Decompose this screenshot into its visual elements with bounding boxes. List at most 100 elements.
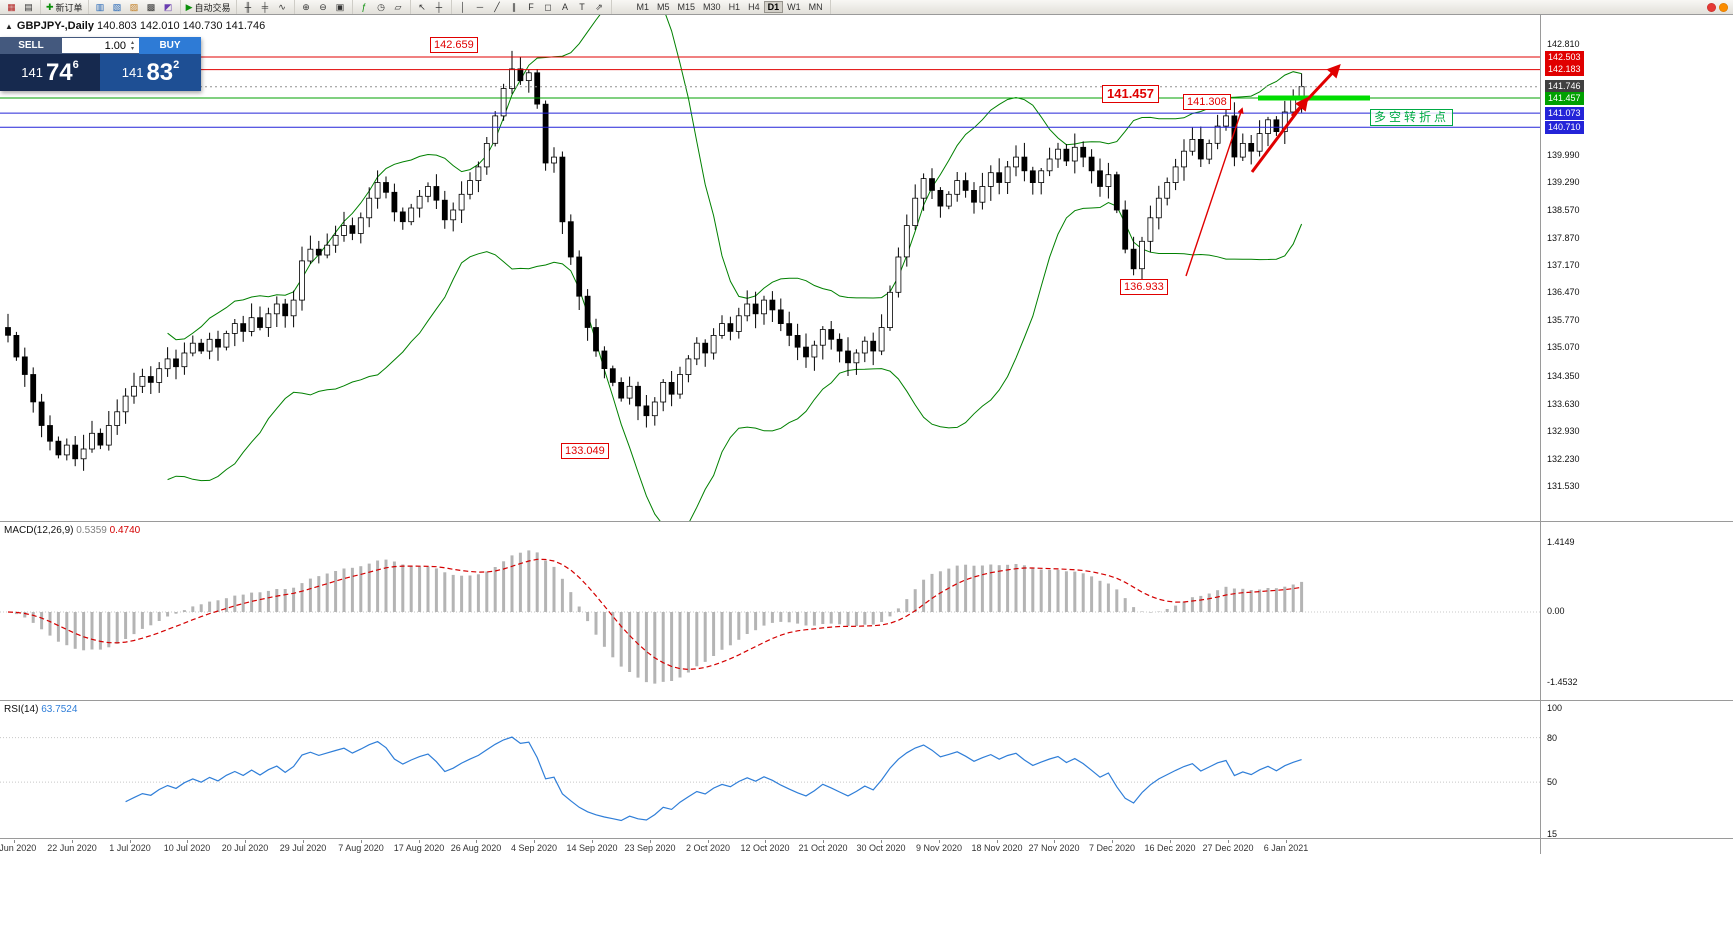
- annotation-price-136.933[interactable]: 136.933: [1120, 279, 1168, 295]
- tile-windows-icon[interactable]: ▣: [332, 1, 349, 13]
- shapes-icon[interactable]: ◻: [540, 1, 557, 13]
- timeframe-m15-button[interactable]: M15: [677, 2, 696, 12]
- trendline-icon[interactable]: ╱: [489, 1, 506, 13]
- date-axis-label: 23 Sep 2020: [624, 843, 676, 853]
- price-axis[interactable]: 142.810 139.990 139.290 138.570 137.870 137.1…: [1544, 14, 1634, 521]
- date-axis-label: 16 Dec 2020: [1144, 843, 1196, 853]
- annotation-price-141.457[interactable]: 141.457: [1102, 85, 1159, 103]
- date-axis-label: 18 Nov 2020: [971, 843, 1023, 853]
- stepper-down-icon[interactable]: ▾: [130, 45, 134, 52]
- candlestick-chart-icon[interactable]: ╪: [257, 1, 274, 13]
- zoom-out-icon[interactable]: ⊖: [315, 1, 332, 13]
- macd-axis-label: -1.4532: [1547, 676, 1578, 687]
- templates-icon-glyph: ▱: [394, 2, 402, 12]
- profiles-icon[interactable]: ▤: [20, 1, 37, 13]
- rsi-panel-surface[interactable]: [0, 702, 1733, 838]
- macd-panel-surface[interactable]: [0, 523, 1733, 700]
- time-axis[interactable]: 2 Jun 2020 22 Jun 2020 1 Jul 2020 10 Jul 20…: [0, 840, 1733, 854]
- time-axis-tick: [130, 840, 131, 843]
- profiles-icon-glyph: ▤: [24, 2, 33, 12]
- macd-axis-label: 0.00: [1547, 606, 1565, 616]
- time-axis-tick: [1170, 840, 1171, 843]
- cursor-icon[interactable]: ↖: [414, 1, 431, 13]
- date-axis-label: 17 Aug 2020: [393, 843, 445, 853]
- sell-button[interactable]: SELL: [0, 37, 62, 54]
- line-chart-icon[interactable]: ∿: [274, 1, 291, 13]
- bar-chart-icon-glyph: ╫: [244, 2, 252, 12]
- text-icon[interactable]: A: [557, 1, 574, 13]
- tile-windows-icon-glyph: ▣: [335, 2, 345, 12]
- date-axis-label: 27 Nov 2020: [1028, 843, 1080, 853]
- crosshair-icon[interactable]: ┼: [431, 1, 448, 13]
- macd-signal-line: [7, 558, 1302, 671]
- market-watch-icon[interactable]: ▥: [92, 1, 109, 13]
- price-tag-label: 141.073: [1545, 106, 1584, 120]
- rsi-name: RSI(14): [4, 704, 39, 715]
- navigator-icon-glyph: ▨: [129, 2, 139, 12]
- autotrading-button-label: 自动交易: [194, 2, 231, 13]
- label-icon[interactable]: T: [574, 1, 591, 13]
- time-axis-tick: [1112, 840, 1113, 843]
- bid-pipette: 6: [72, 59, 79, 71]
- timeframe-m5-button[interactable]: M5: [657, 2, 670, 12]
- horizontal-line-icon[interactable]: ─: [472, 1, 489, 13]
- timeframe-m30-button[interactable]: M30: [703, 2, 721, 12]
- ohlc-values: 140.803 142.010 140.730 141.746: [97, 20, 266, 32]
- buy-button[interactable]: BUY: [139, 37, 201, 54]
- ask-price[interactable]: 141 83 2: [100, 54, 201, 91]
- timeframe-w1-button[interactable]: W1: [787, 2, 801, 12]
- time-axis-tick: [939, 840, 940, 843]
- bollinger-upper-band: [167, 14, 1302, 341]
- strategy-tester-icon[interactable]: ◩: [160, 1, 177, 13]
- annotation-price-142.659[interactable]: 142.659: [430, 37, 478, 53]
- timeframe-d1-button[interactable]: D1: [763, 1, 784, 13]
- zoom-in-icon[interactable]: ⊕: [298, 1, 315, 13]
- navigator-icon[interactable]: ▨: [126, 1, 143, 13]
- annotation-price-133.049[interactable]: 133.049: [561, 443, 609, 459]
- new-chart-icon[interactable]: ▦: [3, 1, 20, 13]
- bar-chart-icon[interactable]: ╫: [240, 1, 257, 13]
- indicators-icon[interactable]: ƒ: [356, 1, 373, 13]
- date-axis-label: 10 Jul 2020: [163, 843, 211, 853]
- lot-size-input[interactable]: 1.00 ▴ ▾: [62, 37, 139, 54]
- terminal-icon[interactable]: ▩: [143, 1, 160, 13]
- vertical-line-icon[interactable]: │: [455, 1, 472, 13]
- bid-price[interactable]: 141 74 6: [0, 54, 100, 91]
- timeframe-mn-button[interactable]: MN: [808, 2, 823, 12]
- fibonacci-icon[interactable]: F: [523, 1, 540, 13]
- notifications-icon[interactable]: [1719, 2, 1728, 12]
- periods-icon[interactable]: ◷: [373, 1, 390, 13]
- price-axis-label: 133.630: [1547, 398, 1580, 409]
- stepper-up-icon[interactable]: ▴: [130, 39, 134, 46]
- ask-pips: 83: [146, 58, 174, 86]
- autotrading-button[interactable]: ▶ 自动交易: [184, 1, 233, 13]
- annotation-price-141.308[interactable]: 141.308: [1183, 94, 1231, 110]
- price-chart-surface[interactable]: [0, 14, 1733, 521]
- time-axis-tick: [187, 840, 188, 843]
- macd-axis[interactable]: 1.4149 0.00 -1.4532: [1544, 523, 1634, 700]
- lot-stepper[interactable]: ▴ ▾: [127, 38, 138, 53]
- annotation-turning-point[interactable]: 多空转折点: [1370, 109, 1454, 126]
- panel-resize-separator[interactable]: [0, 838, 1733, 839]
- rsi-axis[interactable]: 100 80 50 15: [1544, 702, 1634, 839]
- date-axis-label: 2 Oct 2020: [685, 843, 731, 853]
- strategy-tester-icon-glyph: ◩: [163, 2, 173, 12]
- toolbar-group: ✚ 新订单: [41, 0, 89, 14]
- one-click-trading-panel: SELL 1.00 ▴ ▾ BUY 141 74 6 141 83 2: [0, 37, 201, 91]
- cursor-icon-glyph: ↖: [418, 2, 426, 12]
- toolbar-group: ╫ ╪ ∿: [237, 0, 295, 14]
- time-axis-tick: [592, 840, 593, 843]
- timeframe-h1-button[interactable]: H1: [728, 2, 741, 12]
- panel-resize-separator[interactable]: [0, 521, 1733, 522]
- new-order-button[interactable]: ✚ 新订单: [44, 1, 85, 13]
- arrow-tool-icon[interactable]: ⇗: [591, 1, 608, 13]
- data-window-icon[interactable]: ▧: [109, 1, 126, 13]
- one-click-collapse-arrow[interactable]: ▲: [5, 22, 13, 31]
- templates-icon[interactable]: ▱: [390, 1, 407, 13]
- panel-resize-separator[interactable]: [0, 700, 1733, 701]
- timeframe-m1-button[interactable]: M1: [636, 2, 650, 12]
- date-axis-label: 4 Sep 2020: [510, 843, 558, 853]
- channel-icon[interactable]: ∥: [506, 1, 523, 13]
- community-icon[interactable]: [1707, 2, 1716, 12]
- timeframe-h4-button[interactable]: H4: [748, 2, 760, 12]
